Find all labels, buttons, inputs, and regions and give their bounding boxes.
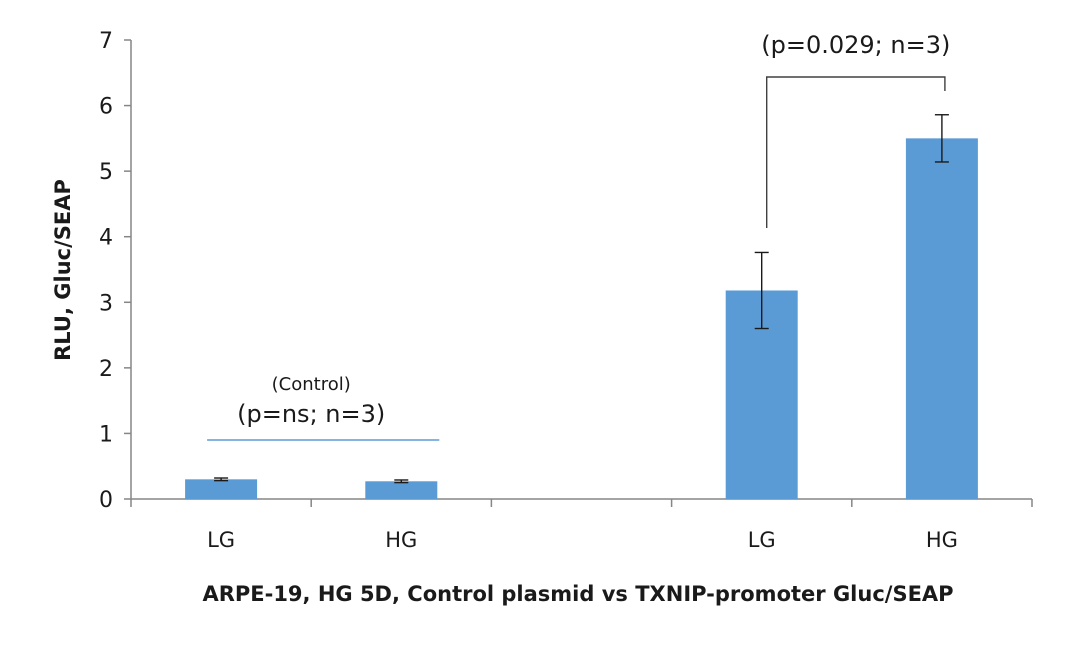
y-axis-title: RLU, Gluc/SEAP bbox=[51, 179, 75, 361]
y-tick-label: 1 bbox=[99, 422, 113, 447]
bar bbox=[905, 138, 978, 499]
control-p-value-label: (p=ns; n=3) bbox=[237, 400, 385, 428]
bar bbox=[365, 481, 438, 499]
bar bbox=[185, 479, 258, 499]
annotations: (Control) (p=ns; n=3) (p=0.029; n=3) bbox=[207, 31, 950, 441]
x-axis: LG HG LG HG bbox=[130, 498, 1033, 552]
y-axis: 0 1 2 3 4 5 6 7 bbox=[99, 29, 132, 513]
y-tick-label: 5 bbox=[99, 160, 113, 185]
x-tick-label: LG bbox=[748, 528, 776, 552]
significance-bracket bbox=[766, 76, 946, 228]
y-tick-label: 4 bbox=[99, 226, 113, 251]
y-tick-label: 6 bbox=[99, 95, 113, 120]
control-note-label: (Control) bbox=[272, 374, 351, 395]
y-tick-label: 2 bbox=[99, 357, 113, 382]
y-tick-label: 0 bbox=[99, 488, 113, 513]
x-tick-label: HG bbox=[926, 528, 958, 552]
y-tick-label: 3 bbox=[99, 291, 113, 316]
y-tick-label: 7 bbox=[99, 29, 113, 54]
txnip-p-value-label: (p=0.029; n=3) bbox=[761, 31, 950, 59]
bars bbox=[185, 114, 978, 499]
x-axis-title: ARPE-19, HG 5D, Control plasmid vs TXNIP… bbox=[202, 582, 953, 606]
x-tick-label: LG bbox=[207, 528, 235, 552]
x-tick-label: HG bbox=[385, 528, 417, 552]
